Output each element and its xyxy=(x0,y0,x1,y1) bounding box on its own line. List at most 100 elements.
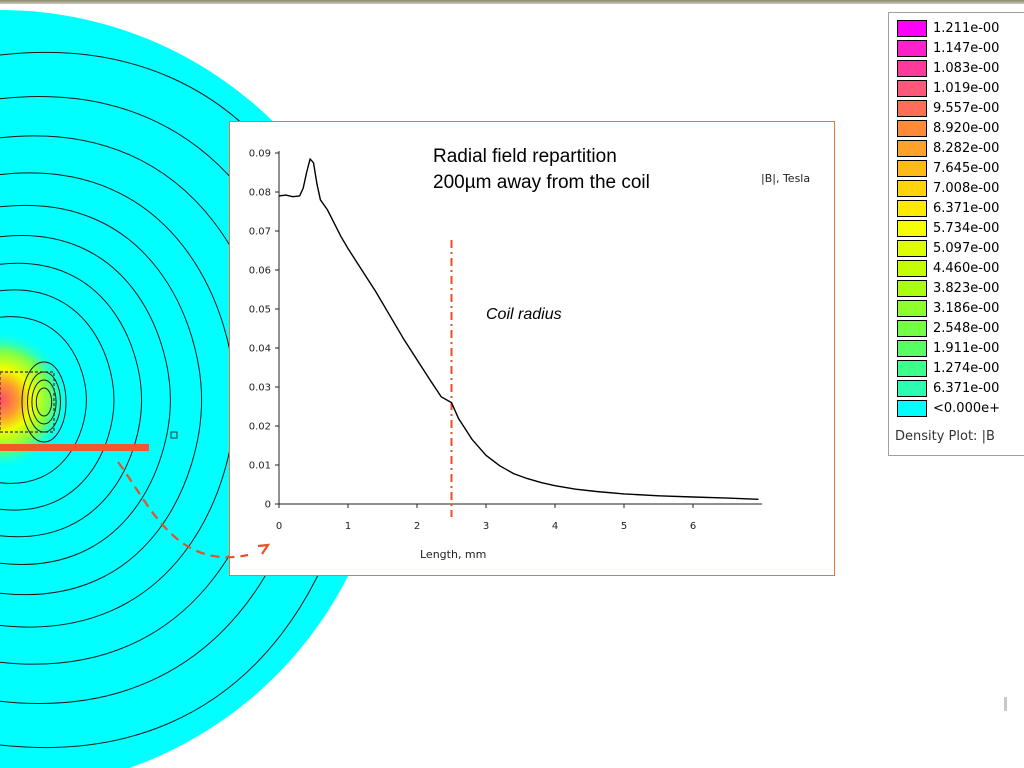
legend-swatch xyxy=(897,20,927,37)
legend-label: 4.460e-00 xyxy=(933,261,1000,276)
chart-panel: 0 0.01 0.02 0.03 0.04 0.05 0.06 0.07 0.08 0.09 0 1 2… xyxy=(229,121,835,576)
legend-label: 1.274e-00 xyxy=(933,361,1000,376)
legend-swatch xyxy=(897,120,927,137)
chart-title-line-1: Radial field repartition xyxy=(433,146,617,167)
legend-swatch xyxy=(897,340,927,357)
legend-label: 7.645e-00 xyxy=(933,161,1000,176)
coil-radius-label: Coil radius xyxy=(486,306,562,323)
legend-label: 3.823e-00 xyxy=(933,281,1000,296)
legend-label: 2.548e-00 xyxy=(933,321,1000,336)
y-tick-label: 0.06 xyxy=(249,266,271,277)
legend-entry: 7.008e-00 xyxy=(897,179,1024,199)
legend-swatch xyxy=(897,300,927,317)
y-tick-label: 0.09 xyxy=(249,149,271,160)
legend-entry: 8.282e-00 xyxy=(897,139,1024,159)
legend-label: 1.019e-00 xyxy=(933,81,1000,96)
y-tick-label: 0.03 xyxy=(249,383,271,394)
legend-entry: 1.911e-00 xyxy=(897,339,1024,359)
legend-swatch xyxy=(897,240,927,257)
x-tick-label: 5 xyxy=(621,521,627,532)
series-line xyxy=(278,158,759,500)
legend-swatch xyxy=(897,260,927,277)
slide-edge-mark xyxy=(1004,697,1007,711)
legend-caption: Density Plot: |B xyxy=(895,429,995,444)
legend-entry: 1.211e-00 xyxy=(897,19,1024,39)
coil-cross-section xyxy=(0,371,55,433)
probe-marker xyxy=(170,431,178,439)
density-legend: 1.211e-00 1.147e-00 1.083e-00 1.019e-00 9.55… xyxy=(888,12,1024,456)
flux-loop xyxy=(21,361,67,443)
legend-label: 7.008e-00 xyxy=(933,181,1000,196)
legend-entry: 1.083e-00 xyxy=(897,59,1024,79)
flux-line xyxy=(0,262,143,538)
legend-label: 1.147e-00 xyxy=(933,41,1000,56)
field-core-gradient xyxy=(0,285,70,515)
y-tick-label: 0.01 xyxy=(249,461,271,472)
legend-entry: 1.019e-00 xyxy=(897,79,1024,99)
y-axis-label: |B|, Tesla xyxy=(761,172,811,185)
chart-title: Radial field repartition 200µm away from… xyxy=(433,144,650,196)
legend-label: 1.211e-00 xyxy=(933,21,1000,36)
legend-entry: 1.147e-00 xyxy=(897,39,1024,59)
legend-swatch xyxy=(897,180,927,197)
measurement-line xyxy=(0,444,149,451)
legend-label: 6.371e-00 xyxy=(933,201,1000,216)
flux-line xyxy=(0,204,203,596)
flux-loop xyxy=(31,379,57,425)
legend-swatch xyxy=(897,80,927,97)
legend-label: 8.920e-00 xyxy=(933,121,1000,136)
y-tick-label: 0.08 xyxy=(249,188,271,199)
x-tick-label: 3 xyxy=(483,521,489,532)
legend-swatch xyxy=(897,220,927,237)
legend-swatch xyxy=(897,100,927,117)
flux-line xyxy=(0,234,171,566)
legend-entry: 6.371e-00 xyxy=(897,379,1024,399)
legend-entry: 7.645e-00 xyxy=(897,159,1024,179)
legend-label: 5.097e-00 xyxy=(933,241,1000,256)
legend-swatch xyxy=(897,320,927,337)
legend-entry: 3.823e-00 xyxy=(897,279,1024,299)
legend-label: 9.557e-00 xyxy=(933,101,1000,116)
legend-swatch xyxy=(897,60,927,77)
legend-swatch xyxy=(897,360,927,377)
legend-label: 1.083e-00 xyxy=(933,61,1000,76)
y-tick-label: 0.04 xyxy=(249,344,271,355)
legend-label: <0.000e+ xyxy=(933,401,1000,416)
legend-swatch xyxy=(897,140,927,157)
legend-swatch xyxy=(897,200,927,217)
y-tick-label: 0.02 xyxy=(249,422,271,433)
legend-swatch xyxy=(897,160,927,177)
legend-entry: 2.548e-00 xyxy=(897,319,1024,339)
legend-label: 3.186e-00 xyxy=(933,301,1000,316)
line-chart: 0 0.01 0.02 0.03 0.04 0.05 0.06 0.07 0.08 0.09 0 1 2… xyxy=(249,149,762,532)
legend-swatch xyxy=(897,380,927,397)
legend-entry: 5.734e-00 xyxy=(897,219,1024,239)
legend-entry: 9.557e-00 xyxy=(897,99,1024,119)
legend-entry: 1.274e-00 xyxy=(897,359,1024,379)
legend-label: 5.734e-00 xyxy=(933,221,1000,236)
legend-entry: <0.000e+ xyxy=(897,399,1024,419)
flux-loop xyxy=(35,387,53,417)
legend-swatch xyxy=(897,280,927,297)
x-axis-label: Length, mm xyxy=(420,548,487,561)
legend-entry: 3.186e-00 xyxy=(897,299,1024,319)
legend-swatch xyxy=(897,40,927,57)
slide-top-rule xyxy=(0,0,1024,4)
x-tick-label: 0 xyxy=(276,521,282,532)
x-tick-label: 1 xyxy=(345,521,351,532)
flux-line xyxy=(0,316,87,484)
chart-title-line-2: 200µm away from the coil xyxy=(433,172,650,193)
x-tick-label: 2 xyxy=(414,521,420,532)
legend-swatch xyxy=(897,400,927,417)
legend-entry: 5.097e-00 xyxy=(897,239,1024,259)
y-tick-label: 0 xyxy=(265,500,271,511)
legend-entry: 6.371e-00 xyxy=(897,199,1024,219)
y-tick-label: 0.05 xyxy=(249,305,271,316)
legend-label: 1.911e-00 xyxy=(933,341,1000,356)
flux-line xyxy=(0,289,115,511)
y-tick-label: 0.07 xyxy=(249,227,271,238)
legend-label: 6.371e-00 xyxy=(933,381,1000,396)
x-tick-label: 6 xyxy=(690,521,696,532)
legend-entry: 8.920e-00 xyxy=(897,119,1024,139)
legend-label: 8.282e-00 xyxy=(933,141,1000,156)
